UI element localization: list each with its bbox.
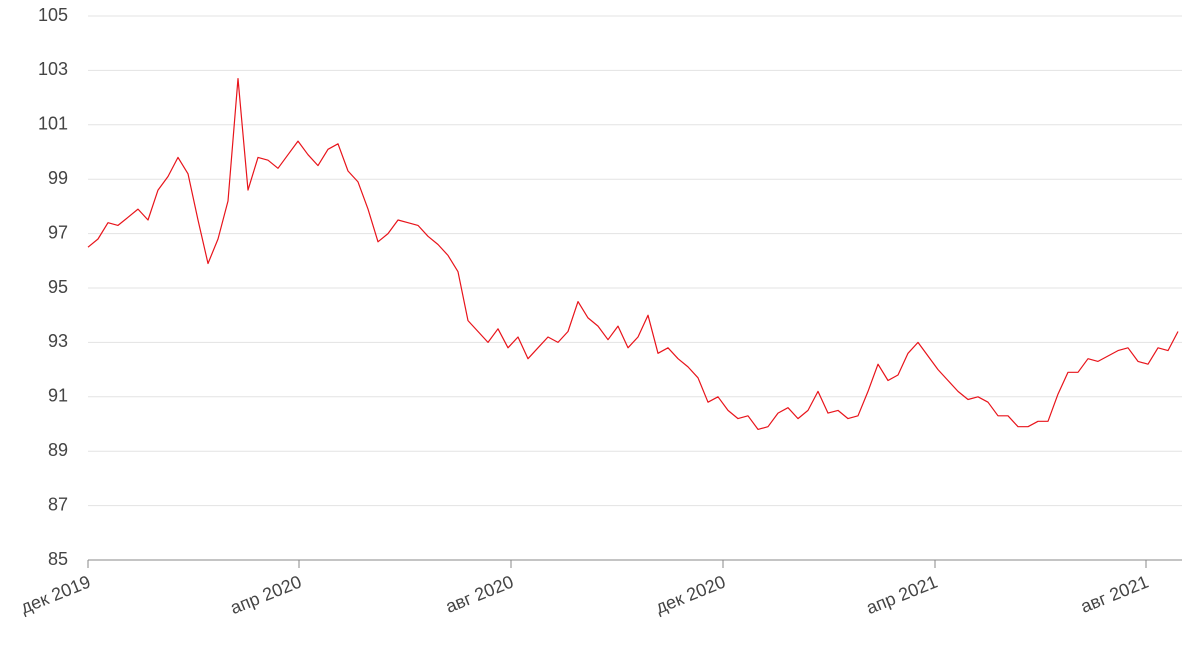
x-tick-label: апр 2021 bbox=[863, 572, 940, 619]
y-tick-label: 93 bbox=[48, 331, 68, 351]
x-tick-label: дек 2020 bbox=[653, 572, 729, 618]
y-tick-label: 97 bbox=[48, 222, 68, 242]
y-tick-label: 101 bbox=[38, 114, 68, 134]
line bbox=[87, 78, 1179, 430]
x-tick-label: авг 2021 bbox=[1078, 572, 1151, 617]
x-tick-label: авг 2020 bbox=[443, 572, 516, 617]
y-tick-label: 103 bbox=[38, 59, 68, 79]
y-tick-label: 87 bbox=[48, 494, 68, 514]
y-tick-label: 85 bbox=[48, 549, 68, 569]
y-tick-label: 89 bbox=[48, 440, 68, 460]
x-tick-label: дек 2019 bbox=[18, 572, 94, 618]
y-tick-label: 99 bbox=[48, 168, 68, 188]
y-tick-label: 91 bbox=[48, 386, 68, 406]
y-tick-label: 105 bbox=[38, 5, 68, 25]
x-tick-label: апр 2020 bbox=[227, 572, 304, 619]
y-tick-label: 95 bbox=[48, 277, 68, 297]
